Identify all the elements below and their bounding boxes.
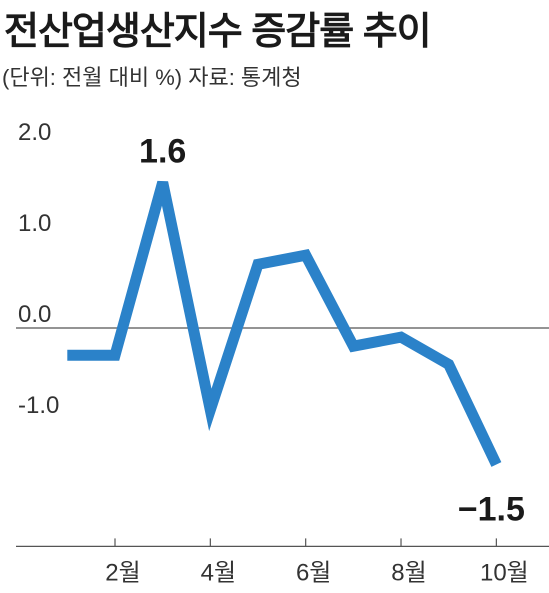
y-tick-labels: 2.0 1.0 0.0 -1.0 [18,119,59,419]
chart-annotations: 1.6 −1.5 [139,132,525,528]
chart-series [67,180,502,467]
x-tick-label: 10월 [480,559,529,586]
y-tick-label: 2.0 [18,119,51,146]
y-tick-label: 1.0 [18,210,51,237]
data-label: −1.5 [458,491,525,529]
x-tick-label: 4월 [201,559,236,586]
y-tick-label: -1.0 [18,392,59,419]
series-line [67,180,502,467]
x-tick-label: 6월 [296,559,331,586]
y-tick-label: 0.0 [18,301,51,328]
chart-title: 전산업생산지수 증감률 추이 [4,11,432,53]
x-tick-labels: 2월 4월 6월 8월 10월 [105,559,528,586]
x-tick-label: 2월 [105,559,140,586]
x-tick-label: 8월 [391,559,426,586]
data-label: 1.6 [139,132,186,170]
chart-subtitle: (단위: 전월 대비 %) 자료: 통계청 [2,65,302,90]
chart-axes [16,327,549,548]
